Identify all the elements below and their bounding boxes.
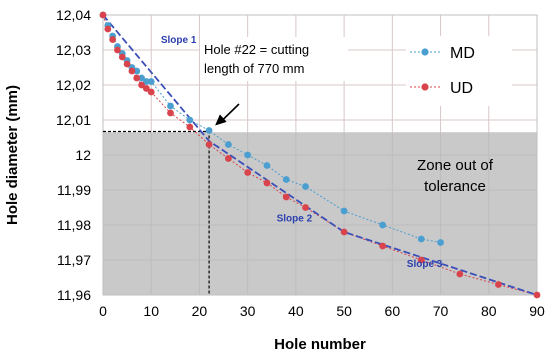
point-ud bbox=[133, 74, 141, 82]
x-tick-label: 70 bbox=[433, 303, 449, 319]
legend: MD UD bbox=[406, 36, 512, 106]
point-md bbox=[244, 151, 252, 159]
point-md bbox=[224, 141, 232, 148]
y-tick-labels: 11,96 11,97 11,98 11,99 12 12,01 12,02 12,03 12,… bbox=[56, 7, 91, 303]
legend-ud-marker bbox=[421, 83, 429, 91]
point-md bbox=[379, 221, 387, 229]
tolerance-zone bbox=[103, 132, 537, 295]
legend-md-label: MD bbox=[450, 45, 475, 62]
legend-ud-label: UD bbox=[450, 80, 473, 97]
point-md bbox=[282, 176, 290, 183]
slope2-label: Slope 2 bbox=[277, 214, 313, 225]
point-ud bbox=[99, 11, 107, 19]
y-tick-label: 12,03 bbox=[56, 42, 91, 58]
y-tick-label: 12,02 bbox=[56, 77, 91, 93]
point-ud bbox=[263, 179, 271, 187]
y-tick-label: 12 bbox=[75, 147, 91, 163]
annotation: Hole #22 = cutting length of 770 mm bbox=[200, 37, 348, 126]
point-ud bbox=[379, 242, 387, 250]
point-md bbox=[143, 78, 150, 85]
point-md bbox=[302, 183, 309, 190]
point-ud bbox=[533, 291, 541, 299]
x-tick-label: 90 bbox=[529, 303, 545, 319]
y-axis-title: Hole diameter (mm) bbox=[4, 85, 21, 225]
x-tick-label: 0 bbox=[99, 303, 107, 319]
y-tick-label: 12,01 bbox=[56, 112, 91, 128]
point-ud bbox=[118, 53, 126, 61]
annotation-box bbox=[200, 37, 348, 81]
point-md bbox=[417, 235, 425, 243]
point-md bbox=[263, 162, 271, 169]
y-tick-label: 11,98 bbox=[57, 217, 91, 233]
series-layer bbox=[99, 11, 541, 299]
annotation-arrowhead bbox=[215, 114, 227, 126]
annotation-line1: Hole #22 = cutting bbox=[204, 42, 309, 57]
plot-frame bbox=[102, 14, 538, 296]
point-ud bbox=[302, 204, 309, 211]
x-tick-label: 40 bbox=[288, 303, 304, 319]
reference-lines bbox=[103, 130, 210, 295]
slope1-label: Slope 1 bbox=[161, 35, 197, 46]
y-tick-label: 12,04 bbox=[56, 7, 91, 23]
x-tick-label: 50 bbox=[336, 303, 352, 319]
x-tick-label: 20 bbox=[192, 303, 208, 319]
point-ud bbox=[123, 60, 131, 68]
point-ud bbox=[147, 88, 155, 96]
point-ud bbox=[282, 193, 290, 201]
point-ud bbox=[114, 46, 121, 54]
point-md bbox=[138, 74, 145, 82]
y-tick-label: 11,97 bbox=[57, 252, 91, 268]
point-ud bbox=[495, 281, 502, 288]
point-ud bbox=[109, 36, 117, 43]
zone-label-line1: Zone out of bbox=[417, 157, 494, 174]
x-tick-labels: 0 10 20 30 40 50 60 70 80 90 bbox=[99, 303, 545, 319]
y-tick-label: 11,96 bbox=[57, 287, 91, 303]
point-ud bbox=[167, 109, 174, 117]
point-ud bbox=[128, 67, 136, 75]
point-ud bbox=[186, 123, 194, 131]
point-ud bbox=[104, 25, 112, 33]
point-md bbox=[186, 116, 194, 124]
point-ud bbox=[456, 270, 464, 278]
x-axis-title: Hole number bbox=[274, 336, 366, 353]
annotation-arrow bbox=[222, 103, 240, 121]
point-ud bbox=[143, 85, 150, 92]
point-ud bbox=[244, 169, 252, 176]
point-md bbox=[167, 102, 174, 110]
point-md bbox=[205, 127, 213, 134]
x-tick-label: 60 bbox=[385, 303, 401, 319]
x-tick-label: 10 bbox=[143, 303, 159, 319]
x-tick-label: 30 bbox=[240, 303, 256, 319]
x-tick-label: 80 bbox=[481, 303, 497, 319]
point-ud bbox=[417, 256, 425, 264]
slope3-label: Slope 3 bbox=[407, 259, 443, 270]
zone-label-line2: tolerance bbox=[424, 178, 486, 195]
point-ud bbox=[138, 81, 145, 89]
legend-md-marker bbox=[421, 48, 429, 56]
trend-line bbox=[102, 14, 538, 296]
point-md bbox=[340, 207, 348, 215]
legend-background bbox=[406, 36, 512, 106]
point-ud bbox=[205, 141, 213, 148]
y-tick-label: 11,99 bbox=[57, 182, 91, 198]
point-ud bbox=[340, 228, 348, 236]
point-ud bbox=[224, 155, 232, 162]
point-md bbox=[147, 78, 155, 85]
annotation-line2: length of 770 mm bbox=[204, 61, 304, 76]
point-md bbox=[437, 239, 444, 246]
point-md bbox=[133, 67, 141, 75]
